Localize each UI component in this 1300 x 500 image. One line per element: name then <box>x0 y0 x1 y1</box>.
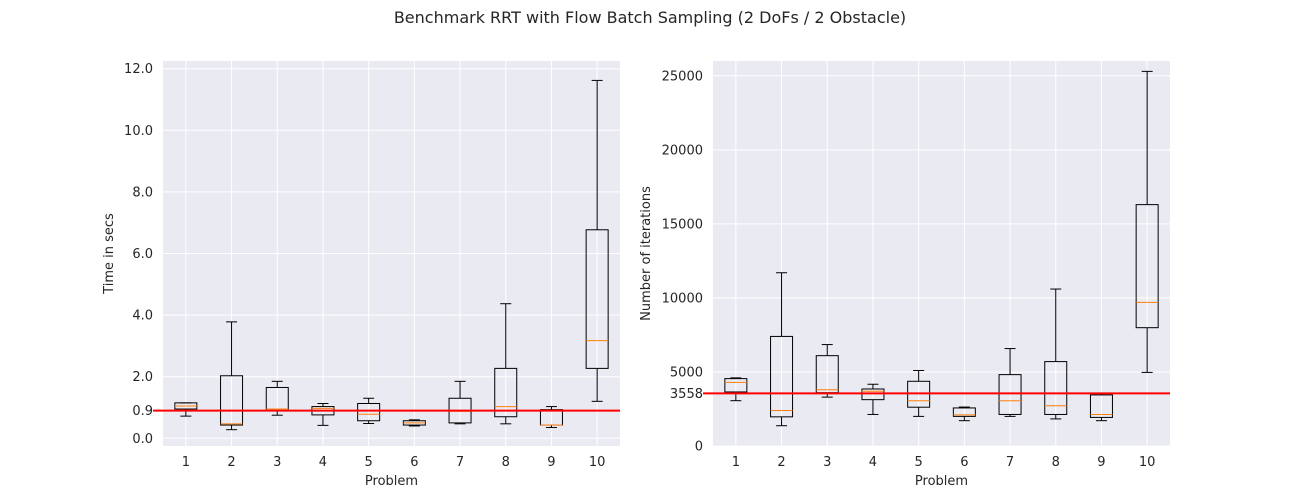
x-tick-label: 7 <box>1006 455 1014 470</box>
y-axis-label: Number of iterations <box>639 186 654 321</box>
y-tick-label: 0 <box>695 440 703 455</box>
box-problem-3 <box>815 344 839 398</box>
y-tick-label: 15000 <box>662 217 703 232</box>
box-body <box>1044 361 1068 415</box>
x-tick-label: 10 <box>589 455 606 470</box>
y-tick-label: 4.0 <box>132 309 153 324</box>
box-body <box>220 375 244 426</box>
box-problem-10 <box>585 79 609 402</box>
x-tick-label: 4 <box>869 455 877 470</box>
box-body <box>1089 394 1113 418</box>
box-problem-6 <box>952 406 976 422</box>
y-tick-label: 20000 <box>662 143 703 158</box>
x-tick-label: 5 <box>365 455 373 470</box>
box-body <box>724 378 748 393</box>
box-body <box>357 402 381 422</box>
plot-area <box>713 61 1170 446</box>
box-problem-6 <box>402 419 426 427</box>
y-tick-label: 0.0 <box>132 432 153 447</box>
x-tick-label: 3 <box>273 455 281 470</box>
x-axis-label: Problem <box>915 474 968 489</box>
x-tick-label: 6 <box>960 455 968 470</box>
y-tick-label: 10.0 <box>124 124 153 139</box>
box-problem-1 <box>174 402 198 417</box>
box-problem-8 <box>1044 288 1068 420</box>
box-body <box>585 229 609 369</box>
y-tick-label: 6.0 <box>132 247 153 262</box>
box-problem-1 <box>724 377 748 402</box>
x-tick-label: 9 <box>547 455 555 470</box>
box-problem-2 <box>220 321 244 431</box>
x-tick-label: 1 <box>182 455 190 470</box>
x-tick-label: 6 <box>410 455 418 470</box>
y-tick-label: 10000 <box>662 291 703 306</box>
box-problem-2 <box>770 272 794 427</box>
x-tick-label: 3 <box>823 455 831 470</box>
x-tick-label: 2 <box>777 455 785 470</box>
y-tick-label: 12.0 <box>124 62 153 77</box>
x-tick-label: 2 <box>227 455 235 470</box>
y-axis-label: Time in secs <box>102 213 117 295</box>
box-problem-8 <box>494 303 518 425</box>
box-problem-5 <box>357 397 381 425</box>
box-body <box>770 335 794 418</box>
x-tick-label: 7 <box>456 455 464 470</box>
y-tick-label: 8.0 <box>132 185 153 200</box>
box-problem-4 <box>861 383 885 415</box>
y-tick-label: 25000 <box>662 69 703 84</box>
x-tick-label: 8 <box>502 455 510 470</box>
y-tick-label: 3558 <box>670 387 703 402</box>
x-axis-label: Problem <box>365 474 418 489</box>
figure-title: Benchmark RRT with Flow Batch Sampling (… <box>394 8 906 27</box>
y-tick-label: 5000 <box>670 365 703 380</box>
x-tick-label: 5 <box>915 455 923 470</box>
y-tick-label: 2.0 <box>132 370 153 385</box>
left-chart-time: 0.0 0.9 2.0 4.0 6.0 8.0 10.0 12.0 1 2 3 4 5 6 7 8 9 10 Pro… <box>102 61 620 489</box>
x-tick-label: 9 <box>1097 455 1105 470</box>
x-tick-label: 8 <box>1052 455 1060 470</box>
box-body <box>952 407 976 417</box>
x-tick-label: 1 <box>732 455 740 470</box>
box-body <box>1135 204 1159 329</box>
box-body <box>494 367 518 418</box>
x-tick-label: 10 <box>1139 455 1156 470</box>
x-tick-label: 4 <box>319 455 327 470</box>
box-body <box>998 374 1022 415</box>
box-problem-10 <box>1135 70 1159 373</box>
y-tick-label: 0.9 <box>132 404 153 419</box>
box-problem-7 <box>998 348 1022 417</box>
box-body <box>861 388 885 401</box>
right-chart-iterations: 0 3558 5000 10000 15000 20000 25000 1 2 3 4 5 6 7 8 9 10… <box>639 61 1170 489</box>
